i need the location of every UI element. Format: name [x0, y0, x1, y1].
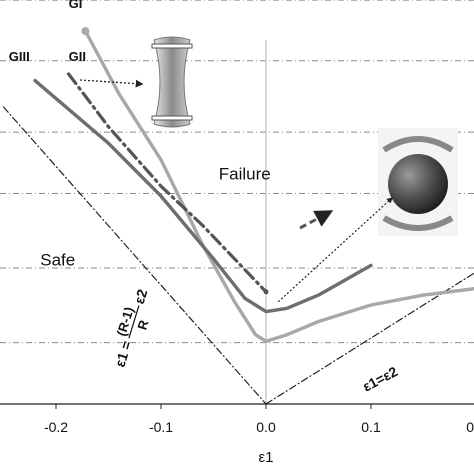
series-line-gii	[66, 72, 268, 294]
annotation-gi: GI	[69, 0, 83, 11]
series-line-gi	[83, 29, 474, 343]
reference-line-3	[2, 106, 267, 405]
reference-line-label-left: ε1 = (R-1)R ε2	[112, 287, 152, 369]
svg-text:(R-1): (R-1)	[114, 305, 137, 338]
svg-text:ε1 =: ε1 =	[112, 339, 135, 369]
x-tick-label: 0.0	[256, 419, 276, 435]
labels: Failure Safe GI GII GIII ε1 = (R-1)R ε2 ε1=ε2	[9, 0, 401, 395]
data-series	[33, 27, 474, 343]
arrow-curve-to-biaxial	[277, 197, 393, 303]
specimen-image-uniaxial	[151, 36, 193, 128]
series-marker-gii-end	[263, 289, 269, 295]
reference-line-label-right: ε1=ε2	[360, 363, 400, 395]
svg-text:ε2: ε2	[131, 287, 151, 306]
annotation-giii: GIII	[9, 49, 30, 64]
series-line-giii	[33, 78, 373, 314]
x-tick-label: -0.2	[44, 419, 68, 435]
annotation-failure: Failure	[219, 165, 271, 184]
x-axis-ticks: -0.2 -0.1 0.0 0.1 0.2 ε1	[44, 404, 474, 466]
x-axis-label: ε1	[258, 449, 273, 466]
specimen-image-biaxial	[378, 128, 458, 236]
x-tick-label: 0.2	[466, 419, 474, 435]
svg-text:R: R	[134, 318, 151, 332]
x-tick-label: 0.1	[361, 419, 381, 435]
x-tick-label: -0.1	[149, 419, 173, 435]
grid-lines	[0, 0, 474, 405]
annotation-safe: Safe	[40, 250, 75, 269]
series-marker-gi	[81, 27, 90, 36]
arrow-gii-to-specimen	[299, 210, 334, 230]
annotation-gii: GII	[69, 49, 86, 64]
